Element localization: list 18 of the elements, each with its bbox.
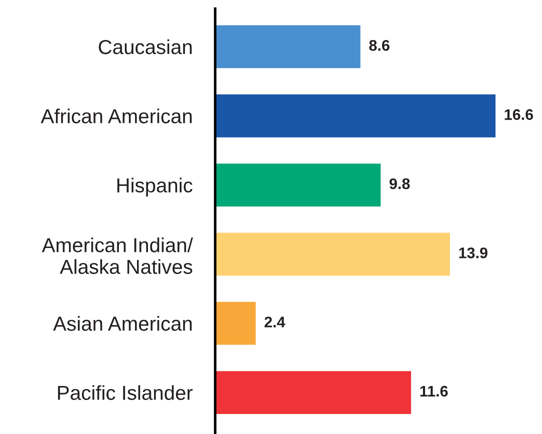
y-tick-label: Pacific Islander [58,385,193,400]
data-label: 8.6 [369,40,390,51]
bar [215,302,256,345]
y-tick-label: Asian American [53,316,192,331]
data-label: 2.4 [264,316,286,328]
bar [215,232,450,276]
data-label: 16.6 [504,109,534,120]
bar [215,371,412,414]
data-label: 9.8 [390,178,410,190]
y-tick-label: Caucasian [98,39,192,54]
bar [215,164,381,206]
y-tick-label: American Indian/ Alaska Natives [42,238,193,274]
data-label: 13.9 [459,247,488,258]
data-label: 11.6 [420,386,448,397]
y-tick-label: African American [40,108,192,124]
bar [215,25,360,68]
bar [215,94,496,138]
y-tick-label: Hispanic [117,178,192,197]
